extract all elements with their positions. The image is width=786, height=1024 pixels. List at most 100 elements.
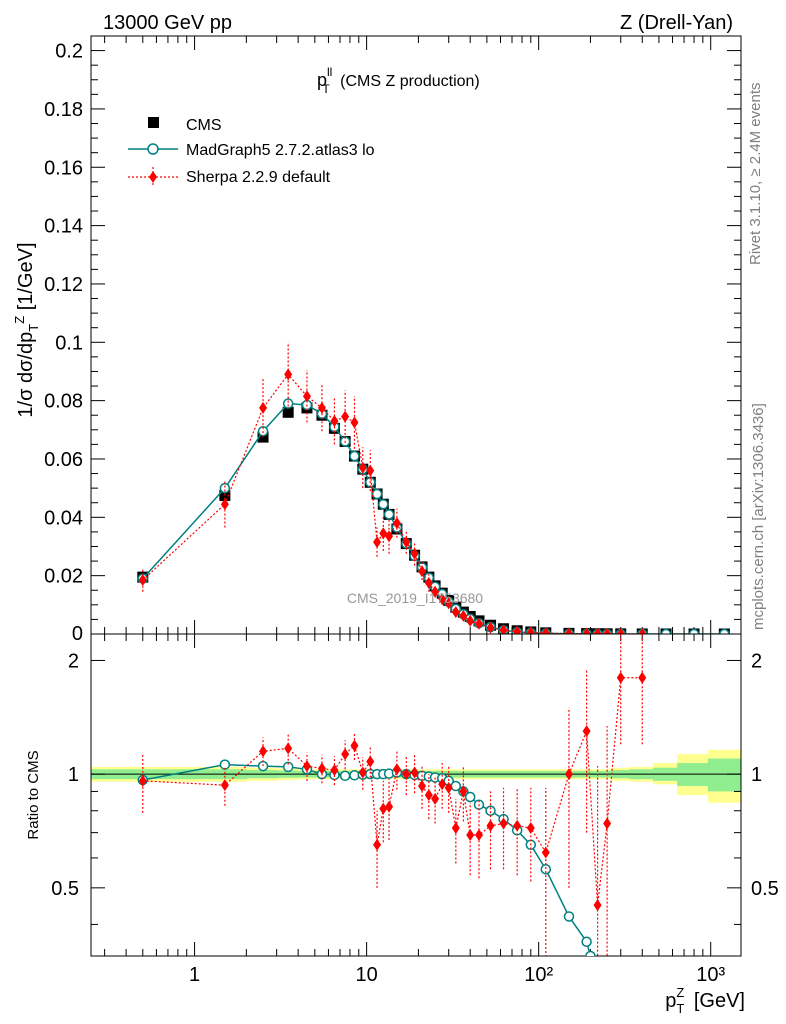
sherpa-point — [220, 498, 229, 511]
sherpa-point — [385, 800, 394, 813]
madgraph-point — [349, 450, 360, 462]
sherpa-point — [259, 745, 268, 758]
sherpa-point — [259, 401, 268, 414]
madgraph-point — [383, 509, 395, 520]
sherpa-point — [459, 609, 468, 622]
y-tick-label: 0.06 — [44, 449, 83, 471]
sherpa-point — [366, 464, 375, 477]
y-tick-label: 0.02 — [44, 566, 83, 588]
x-tick-label: 1 — [189, 964, 200, 986]
ratio-y-tick-label-right: 2 — [751, 650, 762, 672]
sherpa-point — [638, 671, 647, 684]
svg-text:1/σ dσ/dpTZ [1/GeV]: 1/σ dσ/dpTZ [1/GeV] — [12, 242, 41, 417]
sherpa-point — [431, 792, 440, 805]
sherpa-point — [341, 410, 350, 423]
madgraph-line — [142, 763, 592, 956]
legend-sherpa-marker — [149, 171, 157, 183]
sherpa-point — [373, 536, 382, 549]
sherpa-point — [350, 739, 359, 752]
main-panel: 0.02 0.04 0.06 0.08 0.1 0.12 0.14 0.16 0.18 0.2 0 — [44, 35, 742, 645]
sherpa-point — [358, 766, 367, 779]
sherpa-point — [451, 606, 460, 619]
sherpa-point — [138, 574, 147, 587]
sherpa-point — [424, 789, 433, 802]
x-axis-title: pTZ [GeV] — [665, 985, 745, 1016]
sherpa-point — [513, 819, 522, 832]
sherpa-point — [438, 778, 447, 791]
sherpa-point — [358, 461, 367, 474]
madgraph-point — [581, 936, 592, 947]
sherpa-point — [499, 624, 508, 634]
sherpa-point — [499, 817, 508, 830]
sherpa-point — [603, 627, 612, 634]
main-data — [137, 342, 730, 634]
legend-cms-label: CMS — [186, 117, 222, 134]
madgraph-point — [282, 398, 294, 409]
ratio-y-tick-label-right: 1 — [751, 764, 762, 786]
legend-cms-marker — [148, 117, 159, 128]
plot-title: pll T (CMS Z production) — [317, 65, 480, 96]
ratio-data — [137, 634, 647, 956]
sherpa-line — [142, 677, 643, 906]
sherpa-point — [475, 829, 484, 842]
sherpa-point — [330, 415, 339, 428]
madgraph-point — [219, 482, 231, 494]
madgraph-point — [371, 488, 383, 500]
sherpa-point — [582, 725, 591, 738]
cms-point — [282, 406, 294, 418]
header-left: 13000 GeV pp — [103, 12, 232, 34]
madgraph-point — [563, 911, 575, 922]
ratio-panel: 1 10 10² 10³ 0.5 0.5 1 1 2 2 — [51, 633, 779, 986]
sherpa-point — [402, 768, 411, 781]
sherpa-point — [486, 819, 495, 832]
sherpa-point — [475, 617, 484, 630]
ratio-y-tick-label: 0.5 — [51, 878, 79, 900]
mcplots-label: mcplots.cern.ch [arXiv:1306.3436] — [750, 403, 767, 630]
sherpa-point — [317, 762, 326, 775]
sherpa-point — [564, 768, 573, 781]
sherpa-point — [302, 390, 311, 403]
sherpa-point — [302, 760, 311, 773]
madgraph-point — [282, 761, 294, 773]
sherpa-point — [451, 822, 460, 835]
sherpa-point — [341, 748, 350, 761]
sherpa-point — [541, 627, 550, 634]
y-tick-label: 0.08 — [44, 391, 83, 413]
main-y-axis-title: 1/σ dσ/dpTZ [1/GeV] — [12, 242, 41, 417]
sherpa-point — [138, 774, 147, 787]
madgraph-point — [339, 770, 351, 782]
legend-sherpa-label: Sherpa 2.2.9 default — [186, 169, 331, 186]
sherpa-point — [410, 547, 419, 560]
sherpa-point — [616, 671, 625, 684]
sherpa-point — [438, 592, 447, 605]
sherpa-point — [424, 576, 433, 589]
ratio-y-tick-label: 2 — [68, 650, 79, 672]
sherpa-point — [466, 614, 475, 627]
madgraph-point — [585, 950, 596, 956]
sherpa-point — [284, 742, 293, 755]
sherpa-point — [638, 627, 647, 634]
sherpa-point — [444, 597, 453, 610]
y-tick-label: 0.18 — [44, 99, 83, 121]
header-right: Z (Drell-Yan) — [620, 12, 733, 34]
sherpa-point — [616, 627, 625, 634]
madgraph-point — [485, 805, 496, 816]
sherpa-point — [330, 764, 339, 777]
sherpa-point — [466, 829, 475, 842]
x-tick-label: 10 — [355, 964, 377, 986]
y-tick-label: 0.14 — [44, 216, 83, 238]
legend-madgraph-label: MadGraph5 2.7.2.atlas3 lo — [186, 142, 375, 159]
sherpa-point — [541, 846, 550, 859]
ratio-frame — [90, 633, 742, 957]
sherpa-point — [459, 785, 468, 798]
sherpa-point — [373, 838, 382, 851]
sherpa-point — [582, 627, 591, 634]
madgraph-point — [464, 791, 476, 803]
sherpa-point — [392, 517, 401, 530]
sherpa-point — [284, 368, 293, 381]
y-tick-label: 0.12 — [44, 274, 83, 296]
madgraph-point — [378, 498, 389, 510]
legend-madgraph-marker — [147, 143, 159, 155]
ratio-y-tick-label: 1 — [68, 764, 79, 786]
sherpa-point — [486, 621, 495, 634]
